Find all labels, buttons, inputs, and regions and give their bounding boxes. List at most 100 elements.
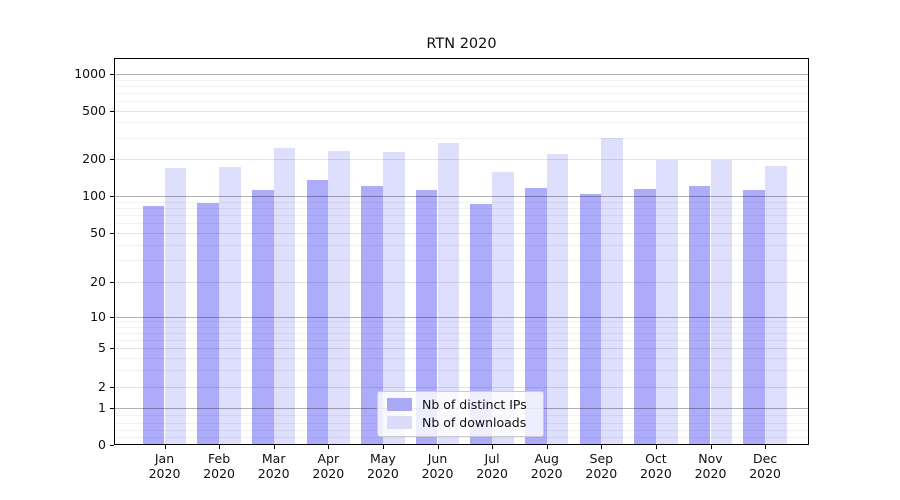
y-tick-label-50: 50	[90, 225, 106, 240]
y-tick-label-200: 200	[82, 151, 106, 166]
y-tick-mark-1000	[110, 74, 114, 75]
x-tick-month: Apr	[317, 451, 340, 466]
x-tick-month: Sep	[589, 451, 614, 466]
gridline-minor	[114, 326, 809, 328]
y-tick-mark-2	[110, 387, 114, 388]
bar-downloads-feb	[219, 167, 241, 445]
bar-distinct-ips-jan	[142, 205, 165, 445]
gridline-minor	[114, 201, 809, 203]
x-tick-mark-may	[382, 445, 384, 449]
y-tick-label-2: 2	[98, 379, 106, 394]
gridline-50	[114, 233, 809, 234]
bar-distinct-ips-jun	[415, 189, 438, 445]
x-tick-month: Dec	[752, 451, 778, 466]
x-tick-label-oct: Oct 2020	[628, 451, 684, 481]
x-tick-month: Oct	[645, 451, 667, 466]
y-tick-label-100: 100	[82, 188, 106, 203]
legend-item-downloads: Nb of downloads	[387, 415, 534, 430]
x-tick-label-dec: Dec 2020	[737, 451, 793, 481]
gridline-minor	[114, 339, 809, 341]
x-tick-label-sep: Sep 2020	[573, 451, 629, 481]
x-tick-month: Jan	[154, 451, 175, 466]
x-tick-mark-feb	[219, 445, 221, 449]
x-tick-mark-dec	[765, 445, 767, 449]
x-tick-label-feb: Feb 2020	[191, 451, 247, 481]
bar-downloads-dec	[765, 166, 787, 445]
x-tick-label-jun: Jun 2020	[410, 451, 466, 481]
bar-distinct-ips-jul	[470, 204, 493, 445]
y-tick-label-5: 5	[98, 340, 106, 355]
x-tick-mark-sep	[601, 445, 603, 449]
gridline-minor	[114, 244, 809, 246]
y-tick-label-20: 20	[90, 274, 106, 289]
y-tick-label-1000: 1000	[74, 66, 106, 81]
x-tick-month: Feb	[208, 451, 231, 466]
gridline-minor	[114, 85, 809, 87]
gridline-minor	[114, 321, 809, 323]
x-tick-year: 2020	[312, 466, 345, 481]
chart-title: RTN 2020	[426, 36, 497, 52]
x-tick-mark-apr	[328, 445, 330, 449]
gridline-100	[114, 196, 809, 197]
x-tick-mark-nov	[710, 445, 712, 449]
x-tick-month: May	[369, 451, 396, 466]
x-tick-year: 2020	[203, 466, 235, 481]
gridline-minor	[114, 437, 809, 439]
x-tick-mark-jun	[437, 445, 439, 449]
y-tick-mark-50	[110, 233, 114, 234]
bar-distinct-ips-may	[361, 185, 383, 445]
y-tick-label-0: 0	[98, 436, 106, 452]
x-tick-year: 2020	[694, 466, 727, 481]
gridline-minor	[114, 369, 809, 371]
x-tick-label-jul: Jul 2020	[464, 451, 520, 481]
bar-downloads-jul	[492, 172, 514, 445]
x-tick-year: 2020	[148, 466, 181, 481]
y-tick-mark-0	[110, 444, 114, 446]
plot-area	[114, 58, 809, 445]
x-tick-label-mar: Mar 2020	[246, 451, 302, 481]
x-tick-mark-oct	[655, 445, 657, 449]
gridline-5	[114, 348, 809, 349]
bar-downloads-oct	[655, 159, 678, 445]
bar-downloads-sep	[601, 137, 624, 445]
bar-distinct-ips-nov	[688, 185, 711, 445]
gridline-2	[114, 387, 809, 388]
bar-downloads-nov	[710, 159, 733, 445]
gridline-minor	[114, 79, 809, 81]
x-tick-year: 2020	[749, 466, 781, 481]
gridline-10	[114, 316, 809, 318]
x-tick-month: Aug	[534, 451, 559, 466]
bar-downloads-mar	[273, 147, 296, 445]
y-tick-mark-100	[110, 196, 114, 197]
gridline-minor	[114, 137, 809, 139]
gridline-200	[114, 159, 809, 160]
bar-distinct-ips-aug	[524, 187, 547, 445]
bar-distinct-ips-sep	[579, 194, 602, 445]
x-tick-month: Mar	[261, 451, 286, 466]
x-tick-year: 2020	[366, 466, 399, 481]
bar-downloads-jan	[164, 168, 187, 445]
x-tick-year: 2020	[476, 466, 508, 481]
x-tick-label-aug: Aug 2020	[519, 451, 575, 481]
gridline-minor	[114, 223, 809, 225]
bar-distinct-ips-feb	[197, 202, 220, 445]
y-tick-mark-5	[110, 348, 114, 349]
bar-downloads-apr	[328, 150, 351, 445]
gridline-minor	[114, 92, 809, 94]
y-tick-label-500: 500	[82, 102, 106, 118]
y-tick-label-10: 10	[90, 308, 106, 324]
y-tick-mark-10	[110, 316, 114, 318]
legend-label-distinct-ips: Nb of distinct IPs	[422, 397, 527, 412]
y-tick-label-1: 1	[98, 400, 106, 415]
y-tick-mark-500	[110, 110, 114, 112]
gridline-minor	[114, 260, 809, 262]
x-tick-label-nov: Nov 2020	[683, 451, 739, 481]
bar-distinct-ips-dec	[743, 189, 766, 445]
gridline-minor	[114, 332, 809, 334]
y-tick-mark-20	[110, 282, 114, 283]
gridline-20	[114, 282, 809, 283]
gridline-minor	[114, 357, 809, 359]
bar-downloads-may	[382, 151, 405, 445]
x-tick-year: 2020	[530, 466, 563, 481]
